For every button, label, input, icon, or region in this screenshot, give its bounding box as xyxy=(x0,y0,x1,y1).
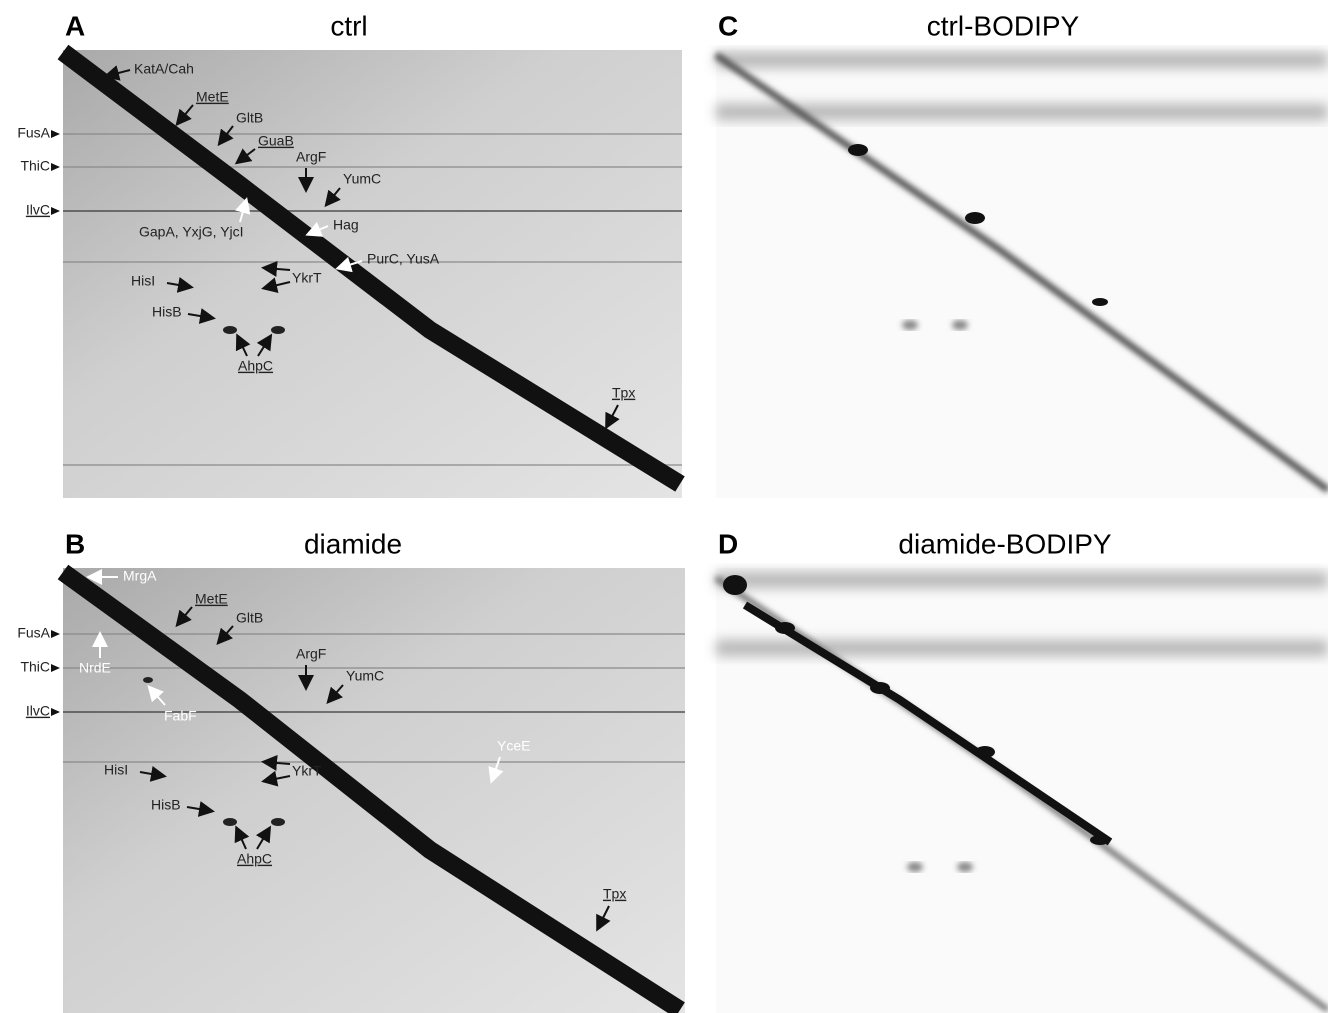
arrow xyxy=(147,685,166,706)
arrow xyxy=(234,148,256,165)
gel-c xyxy=(714,50,1328,498)
protein-label: FabF xyxy=(164,708,197,724)
side-marker xyxy=(51,708,60,716)
side-label: FusA xyxy=(17,625,50,641)
protein-label: AhpC xyxy=(237,851,272,867)
protein-label: YkrT xyxy=(292,763,322,779)
arrow xyxy=(326,684,344,705)
arrow xyxy=(335,256,363,273)
protein-label: NrdE xyxy=(79,660,111,676)
gel-a xyxy=(57,44,685,498)
protein-label: GuaB xyxy=(258,133,294,149)
gel-b xyxy=(57,564,685,1013)
protein-label: MetE xyxy=(196,89,229,105)
arrow xyxy=(216,625,234,646)
arrow xyxy=(305,221,329,237)
protein-label: YumC xyxy=(346,668,384,684)
protein-label: HisB xyxy=(152,304,182,320)
side-marker xyxy=(51,664,60,672)
panel-letter: D xyxy=(718,528,738,559)
arrow xyxy=(175,104,194,127)
panel-title: diamide xyxy=(304,528,402,559)
protein-label: Hag xyxy=(333,217,359,233)
side-marker xyxy=(51,630,60,638)
arrow xyxy=(139,766,167,782)
arrow xyxy=(187,308,216,324)
protein-label: HisI xyxy=(131,273,155,289)
protein-label: Tpx xyxy=(603,886,626,902)
panel-letter: A xyxy=(65,10,85,41)
arrow xyxy=(256,333,273,357)
protein-label: KatA/Cah xyxy=(134,61,194,77)
protein-label: Tpx xyxy=(612,385,635,401)
side-label: ThiC xyxy=(20,659,50,675)
arrow xyxy=(186,801,215,817)
protein-label: ArgF xyxy=(296,646,326,662)
arrow xyxy=(261,260,291,277)
arrow xyxy=(605,404,620,430)
protein-label: GapA, YxjG, YjcI xyxy=(139,224,244,240)
panel-title: ctrl-BODIPY xyxy=(927,10,1080,41)
side-label: IlvC xyxy=(26,202,50,218)
side-marker xyxy=(51,130,60,138)
protein-label: MrgA xyxy=(123,568,157,584)
side-label: ThiC xyxy=(20,158,50,174)
protein-label: GltB xyxy=(236,110,263,126)
side-marker xyxy=(51,163,60,171)
protein-label: YceE xyxy=(497,738,530,754)
arrow xyxy=(175,606,193,628)
panel-letter: B xyxy=(65,528,85,559)
side-marker xyxy=(51,207,60,215)
protein-label: PurC, YusA xyxy=(367,251,440,267)
arrow xyxy=(261,770,291,787)
side-label: FusA xyxy=(17,125,50,141)
side-label: IlvC xyxy=(26,703,50,719)
arrow xyxy=(235,333,251,357)
protein-label: YkrT xyxy=(292,270,322,286)
arrow xyxy=(166,277,194,293)
protein-label: YumC xyxy=(343,171,381,187)
arrow xyxy=(324,187,341,208)
arrow xyxy=(596,905,611,932)
arrow xyxy=(255,825,272,850)
protein-label: MetE xyxy=(195,591,228,607)
arrow xyxy=(103,65,131,81)
arrow xyxy=(261,277,291,293)
protein-label: ArgF xyxy=(296,149,326,165)
arrow xyxy=(261,754,291,771)
protein-label: HisI xyxy=(104,762,128,778)
arrow xyxy=(488,756,504,784)
panel-title: diamide-BODIPY xyxy=(898,528,1112,559)
arrow xyxy=(235,197,251,223)
arrow xyxy=(234,825,250,850)
protein-label: AhpC xyxy=(238,358,273,374)
arrow xyxy=(217,125,234,147)
panel-title: ctrl xyxy=(330,10,367,41)
panel-letter: C xyxy=(718,10,738,41)
protein-label: HisB xyxy=(151,797,181,813)
gel-d xyxy=(714,568,1328,1013)
protein-label: GltB xyxy=(236,610,263,626)
